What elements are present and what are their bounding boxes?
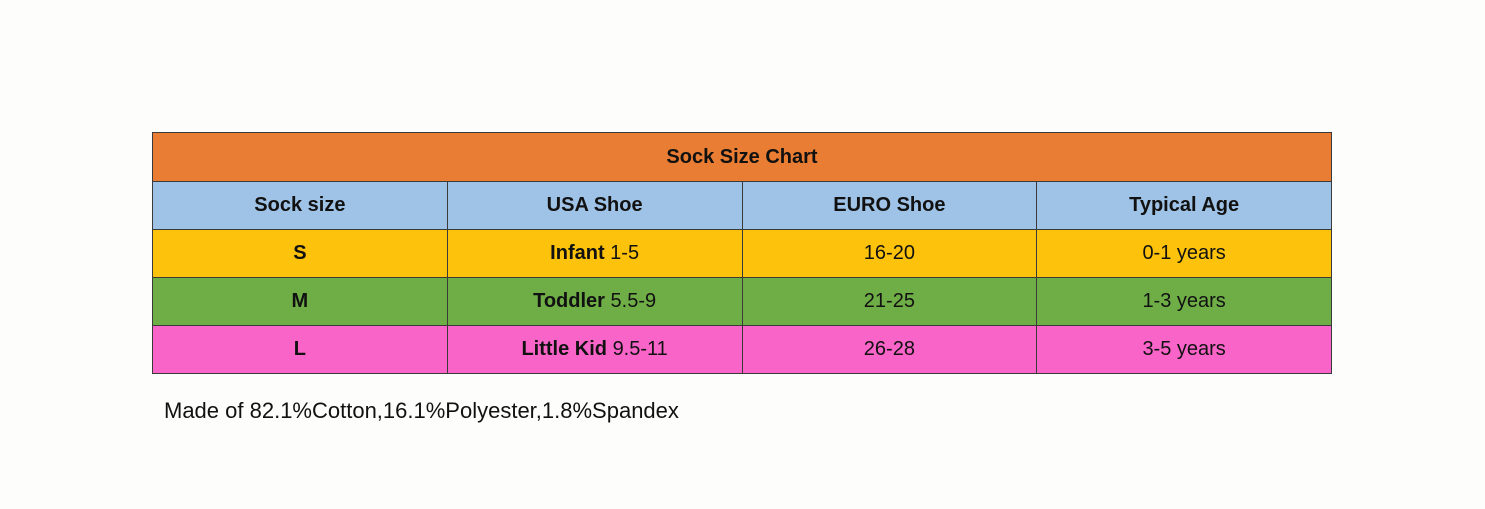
usa-shoe-cell: Little Kid 9.5-11 [446, 325, 743, 374]
age-cell: 3-5 years [1036, 325, 1332, 374]
euro-shoe-cell: 21-25 [741, 277, 1038, 326]
table-title-row: Sock Size Chart [152, 132, 1332, 182]
usa-shoe-category: Toddler [533, 290, 605, 312]
usa-shoe-category: Little Kid [521, 338, 607, 360]
size-cell: S [152, 229, 448, 278]
usa-shoe-category: Infant [550, 242, 605, 264]
age-cell: 1-3 years [1036, 277, 1332, 326]
age-cell: 0-1 years [1036, 229, 1332, 278]
usa-shoe-range: 9.5-11 [612, 338, 668, 360]
table-header-row: Sock size USA Shoe EURO Shoe Typical Age [152, 181, 1332, 230]
table-title: Sock Size Chart [152, 132, 1332, 182]
size-cell: M [152, 277, 448, 326]
material-footnote: Made of 82.1%Cotton,16.1%Polyester,1.8%S… [164, 398, 679, 423]
header-euro-shoe: EURO Shoe [741, 181, 1038, 230]
usa-shoe-cell: Toddler 5.5-9 [446, 277, 743, 326]
usa-shoe-range: 1-5 [610, 242, 640, 264]
table-row: L Little Kid 9.5-11 26-28 3-5 years [152, 325, 1332, 374]
header-sock-size: Sock size [152, 181, 448, 230]
size-cell: L [152, 325, 448, 374]
header-usa-shoe: USA Shoe [446, 181, 743, 230]
euro-shoe-cell: 26-28 [741, 325, 1038, 374]
euro-shoe-cell: 16-20 [741, 229, 1038, 278]
table-row: M Toddler 5.5-9 21-25 1-3 years [152, 277, 1332, 326]
table-row: S Infant 1-5 16-20 0-1 years [152, 229, 1332, 278]
sock-size-chart-table: Sock Size Chart Sock size USA Shoe EURO … [152, 132, 1332, 374]
header-typical-age: Typical Age [1036, 181, 1332, 230]
usa-shoe-range: 5.5-9 [610, 290, 657, 312]
usa-shoe-cell: Infant 1-5 [446, 229, 743, 278]
